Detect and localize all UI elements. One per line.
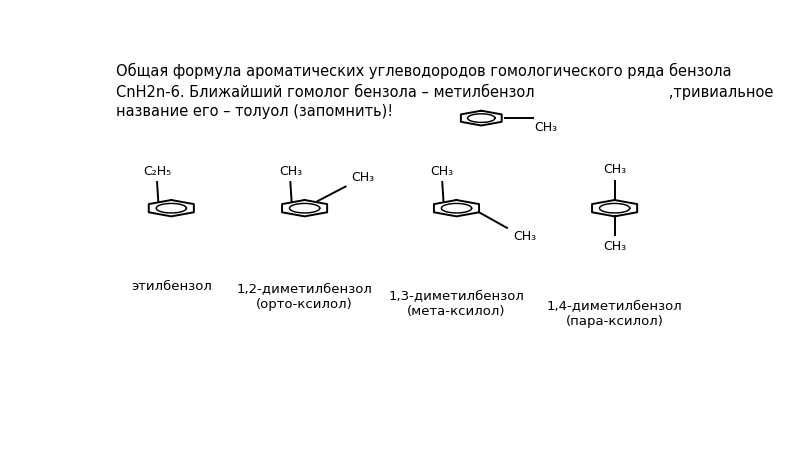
Text: CnH2n-6. Ближайший гомолог бензола – метилбензол                             ,тр: CnH2n-6. Ближайший гомолог бензола – мет… [115,83,773,99]
Text: C₂H₅: C₂H₅ [143,165,171,178]
Text: 1,2-диметилбензол
(орто-ксилол): 1,2-диметилбензол (орто-ксилол) [237,282,373,311]
Text: название его – толуол (запомнить)!: название его – толуол (запомнить)! [115,104,393,119]
Text: CH₃: CH₃ [603,163,626,176]
Text: CH₃: CH₃ [513,230,536,243]
Text: CH₃: CH₃ [352,171,375,184]
Text: CH₃: CH₃ [430,165,454,178]
Text: 1,4-диметилбензол
(пара-ксилол): 1,4-диметилбензол (пара-ксилол) [546,299,682,328]
Text: этилбензол: этилбензол [131,279,212,292]
Text: CH₃: CH₃ [603,240,626,253]
Text: CH₃: CH₃ [534,121,558,134]
Text: Общая формула ароматических углеводородов гомологического ряда бензола: Общая формула ароматических углеводородо… [115,63,731,79]
Text: 1,3-диметилбензол
(мета-ксилол): 1,3-диметилбензол (мета-ксилол) [389,289,525,318]
Text: CH₃: CH₃ [278,165,302,178]
